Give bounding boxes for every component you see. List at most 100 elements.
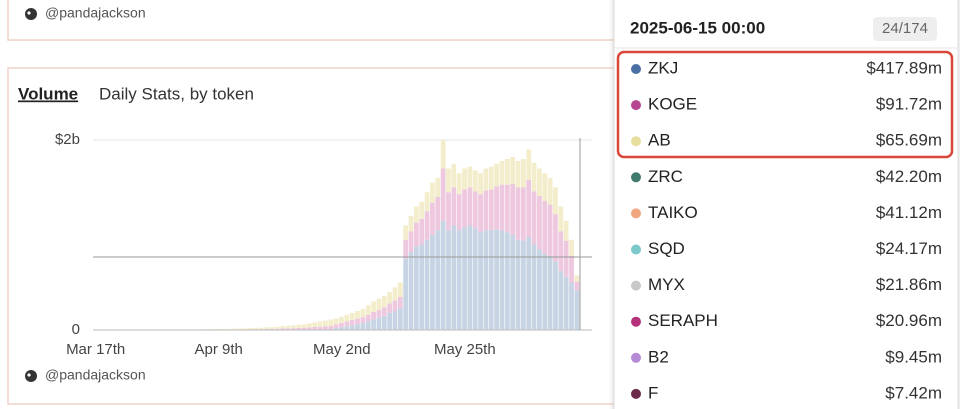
series-dot: [631, 352, 641, 363]
bar-segment: [478, 173, 483, 195]
bar-segment: [462, 189, 467, 228]
bar-segment: [253, 327, 259, 330]
bar-segment: [355, 311, 360, 319]
bar-segment: [494, 229, 499, 330]
token-value: $65.69m: [876, 131, 942, 150]
bar-segment: [424, 239, 430, 330]
bar-segment: [280, 326, 285, 329]
bar-segment: [553, 261, 558, 330]
token-value: $20.96m: [876, 311, 942, 330]
bar-segment: [531, 244, 537, 330]
bar-segment: [360, 309, 366, 318]
bar-segment: [499, 230, 505, 330]
bar-segment: [274, 326, 280, 329]
bar-segment: [355, 318, 360, 325]
bar-segment: [488, 166, 494, 190]
bar-segment: [312, 322, 318, 327]
bar-segment: [558, 271, 564, 330]
bar-segment: [472, 191, 478, 229]
bar-segment: [397, 308, 403, 330]
token-name: MYX: [648, 275, 685, 294]
series-dot: [631, 136, 641, 147]
bar-segment: [360, 317, 366, 324]
token-name: SQD: [648, 239, 685, 258]
series-dot: [631, 208, 641, 219]
bar-segment: [285, 328, 291, 330]
bar-segment: [323, 320, 328, 327]
bar-segment: [307, 323, 312, 328]
token-value: $41.12m: [876, 203, 942, 222]
bar-segment: [349, 320, 355, 326]
token-name: F: [648, 383, 658, 402]
bar-segment: [494, 186, 499, 230]
token-name: AB: [648, 131, 671, 150]
bar-segment: [537, 168, 542, 197]
bar-segment: [563, 276, 569, 330]
bar-segment: [526, 149, 532, 180]
bar-segment: [467, 187, 473, 226]
bar-segment: [419, 201, 425, 219]
bar-segment: [574, 275, 580, 282]
token-name: ZKJ: [648, 58, 678, 77]
bar-segment: [488, 189, 494, 231]
bar-segment: [301, 324, 307, 328]
bar-segment: [547, 178, 553, 205]
bar-segment: [569, 255, 574, 283]
bar-segment: [328, 326, 334, 330]
tooltip-panel: [613, 0, 959, 409]
bar-segment: [478, 232, 483, 330]
bar-segment: [360, 323, 366, 330]
bar-segment: [558, 231, 564, 272]
bar-segment: [440, 220, 446, 330]
bar-segment: [547, 204, 553, 256]
bar-segment: [510, 235, 516, 330]
bar-segment: [424, 211, 430, 240]
bar-segment: [248, 328, 253, 330]
bar-segment: [237, 328, 243, 330]
x-tick-label: May 2nd: [313, 341, 371, 358]
token-value: $9.45m: [885, 347, 942, 366]
count-badge: [873, 17, 937, 41]
bar-segment: [226, 328, 232, 330]
bar-segment: [440, 168, 446, 221]
bar-segment: [521, 240, 526, 330]
bar-segment: [574, 290, 580, 330]
bar-segment: [478, 194, 483, 233]
bar-segment: [371, 301, 376, 312]
bar-segment: [521, 159, 526, 188]
bar-segment: [269, 327, 275, 329]
series-dot: [631, 172, 641, 183]
bar-segment: [408, 216, 414, 232]
token-value: $21.86m: [876, 275, 942, 294]
bar-segment: [344, 326, 350, 330]
token-value: $417.89m: [866, 58, 942, 77]
token-name: SERAPH: [648, 311, 718, 330]
bar-segment: [365, 305, 371, 315]
bar-segment: [456, 194, 462, 231]
x-tick-label: Apr 9th: [195, 341, 243, 358]
bar-segment: [371, 311, 376, 320]
bar-segment: [537, 249, 542, 330]
token-name: TAIKO: [648, 203, 698, 222]
bar-segment: [397, 282, 403, 297]
tooltip-time: 2025-06-15 00:00: [630, 18, 765, 37]
bar-segment: [483, 190, 489, 231]
y-tick-label: $2b: [55, 131, 80, 148]
bar-segment: [414, 206, 419, 223]
bar-segment: [542, 200, 548, 254]
bar-segment: [424, 192, 430, 212]
bar-segment: [392, 311, 398, 330]
chart-card: [7, 67, 669, 405]
bar-segment: [553, 214, 558, 262]
bar-segment: [312, 326, 318, 330]
bar-segment: [419, 244, 425, 330]
bar-segment: [387, 292, 392, 304]
bar-segment: [499, 160, 505, 185]
bar-segment: [430, 182, 435, 203]
bar-segment: [462, 168, 467, 190]
bar-segment: [232, 328, 237, 330]
bar-segment: [381, 307, 387, 316]
tooltip-count: 24/174: [882, 20, 928, 37]
bar-segment: [365, 314, 371, 322]
series-dot: [631, 316, 641, 327]
